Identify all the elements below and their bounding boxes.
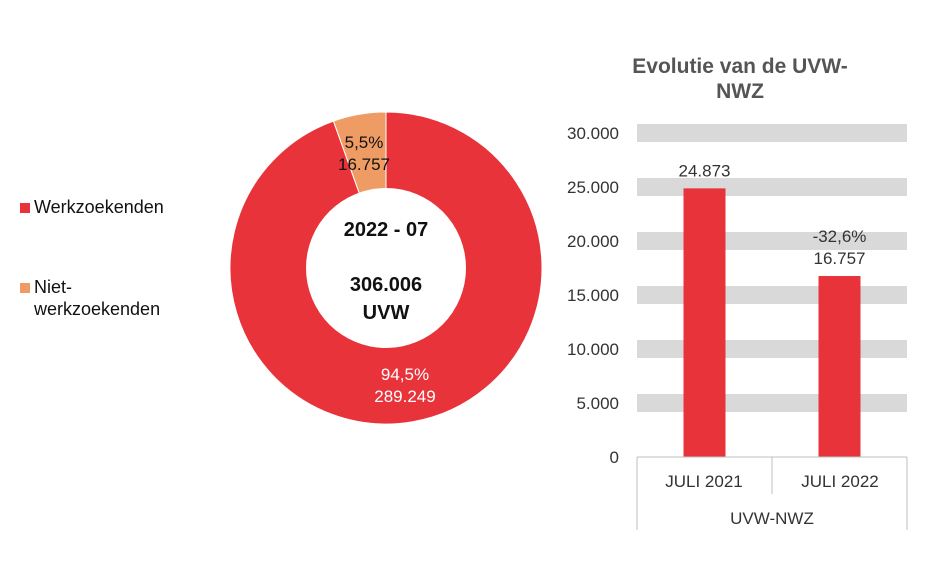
bar-chart-title-line-2: NWZ	[716, 80, 764, 103]
x-tick-label-juli-2022: JULI 2022	[801, 472, 879, 491]
legend-item-werkzoekenden: Werkzoekenden	[20, 196, 184, 218]
gridline	[637, 124, 907, 142]
bar-data-label: -32,6%	[813, 227, 867, 246]
bar-juli-2022	[818, 276, 861, 457]
legend-item-niet-werkzoekenden: Niet-werkzoekenden	[20, 276, 184, 320]
y-tick-label: 10.000	[567, 340, 619, 359]
gridline	[637, 178, 907, 196]
legend-label-niet-werkzoekenden: Niet-werkzoekenden	[34, 277, 161, 319]
slice-label-percent-niet: 5,5%	[345, 133, 384, 152]
donut-center-period: 2022 - 07	[344, 219, 429, 241]
x-tick-label-juli-2021: JULI 2021	[665, 472, 743, 491]
legend-label-werkzoekenden: Werkzoekenden	[34, 197, 164, 217]
y-tick-label: 20.000	[567, 232, 619, 251]
bar-juli-2021	[683, 188, 726, 458]
slice-label-percent-werkzoekenden: 94,5%	[381, 365, 429, 384]
slice-label-value-niet: 16.757	[338, 155, 390, 174]
donut-center-unit: UVW	[363, 302, 410, 324]
slice-label-value-werkzoekenden: 289.249	[374, 387, 435, 406]
y-tick-label: 25.000	[567, 178, 619, 197]
bar-chart-title-line-1: Evolutie van de UVW-	[632, 55, 847, 78]
bar-data-label: 16.757	[814, 249, 866, 268]
bar-data-label: 24.873	[679, 161, 731, 180]
donut-hole	[306, 188, 466, 348]
y-tick-label: 0	[610, 448, 619, 467]
legend: Werkzoekenden Niet-werkzoekenden	[20, 196, 184, 320]
y-tick-label: 15.000	[567, 286, 619, 305]
donut-center-total: 306.006	[350, 274, 422, 296]
legend-swatch-niet-werkzoekenden	[20, 283, 30, 293]
legend-swatch-werkzoekenden	[20, 203, 30, 213]
y-tick-label: 30.000	[567, 124, 619, 143]
gridline	[637, 394, 907, 412]
gridline	[637, 340, 907, 358]
x-group-label: UVW-NWZ	[730, 509, 814, 528]
gridline	[637, 286, 907, 304]
gridline	[637, 232, 907, 250]
y-tick-label: 5.000	[576, 394, 619, 413]
